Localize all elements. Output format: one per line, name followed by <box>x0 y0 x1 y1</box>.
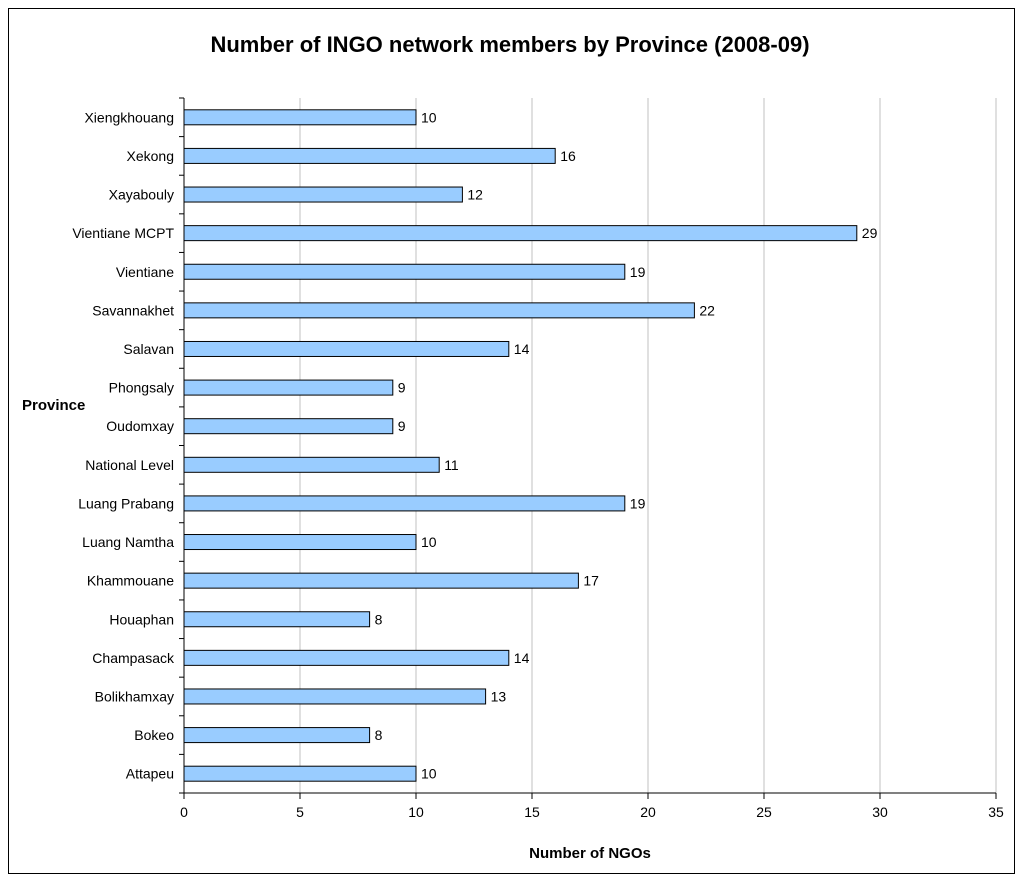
category-label: Khammouane <box>87 573 174 589</box>
axes <box>179 97 997 799</box>
bars <box>183 109 858 782</box>
bar <box>183 109 417 126</box>
bar <box>183 186 463 203</box>
bar <box>183 263 626 280</box>
bar <box>183 649 510 666</box>
category-label: Vientiane <box>116 264 174 280</box>
data-label: 17 <box>583 573 599 589</box>
data-label: 16 <box>560 148 576 164</box>
x-tick-label: 35 <box>988 804 1004 820</box>
bar <box>183 727 371 744</box>
category-label: Houaphan <box>109 611 174 627</box>
category-label: Savannakhet <box>92 302 174 318</box>
x-tick-label: 10 <box>408 804 424 820</box>
category-label: Oudomxay <box>106 418 174 434</box>
data-label: 9 <box>398 418 406 434</box>
bar <box>183 456 440 473</box>
category-label: Bolikhamxay <box>95 688 174 704</box>
category-label: Luang Prabang <box>78 495 174 511</box>
category-label: Vientiane MCPT <box>72 225 174 241</box>
x-tick-label: 15 <box>524 804 540 820</box>
data-label: 14 <box>514 650 530 666</box>
gridlines <box>299 98 997 793</box>
data-label: 14 <box>514 341 530 357</box>
data-label: 19 <box>630 495 646 511</box>
data-label: 19 <box>630 264 646 280</box>
category-label: Phongsaly <box>109 380 174 396</box>
category-label: National Level <box>85 457 174 473</box>
data-label: 9 <box>398 380 406 396</box>
bar <box>183 765 417 782</box>
bar <box>183 418 394 435</box>
bar <box>183 302 695 319</box>
bar <box>183 688 487 705</box>
bar <box>183 147 556 164</box>
data-label: 29 <box>862 225 878 241</box>
bar <box>183 534 417 551</box>
category-label: Attapeu <box>126 766 174 782</box>
x-tick-label: 0 <box>180 804 188 820</box>
x-tick-label: 25 <box>756 804 772 820</box>
category-label: Bokeo <box>134 727 174 743</box>
bar <box>183 340 510 357</box>
bar <box>183 379 394 396</box>
category-label: Xayabouly <box>109 187 174 203</box>
x-tick-label: 20 <box>640 804 656 820</box>
data-label: 22 <box>699 302 715 318</box>
category-label: Xiengkhouang <box>84 109 174 125</box>
x-tick-label: 30 <box>872 804 888 820</box>
y-axis-title: Province <box>22 397 85 414</box>
x-axis-title: Number of NGOs <box>529 845 651 862</box>
data-label: 10 <box>421 766 437 782</box>
x-tick-label: 5 <box>296 804 304 820</box>
data-label: 8 <box>375 727 383 743</box>
bar <box>183 572 579 589</box>
chart-title: Number of INGO network members by Provin… <box>210 32 809 57</box>
bar <box>183 611 371 628</box>
data-label: 11 <box>444 457 459 473</box>
category-label: Xekong <box>127 148 174 164</box>
data-label: 10 <box>421 109 437 125</box>
category-label: Luang Namtha <box>82 534 174 550</box>
category-label: Salavan <box>123 341 174 357</box>
data-label: 8 <box>375 611 383 627</box>
data-label: 10 <box>421 534 437 550</box>
data-label: 12 <box>467 187 483 203</box>
data-label: 13 <box>491 688 507 704</box>
bar <box>183 225 858 242</box>
category-label: Champasack <box>92 650 175 666</box>
labels: 0 5 10 15 20 25 30 35 Xiengkhouang 10 Xekong 16 Xaya… <box>72 109 1004 820</box>
bar <box>183 495 626 512</box>
